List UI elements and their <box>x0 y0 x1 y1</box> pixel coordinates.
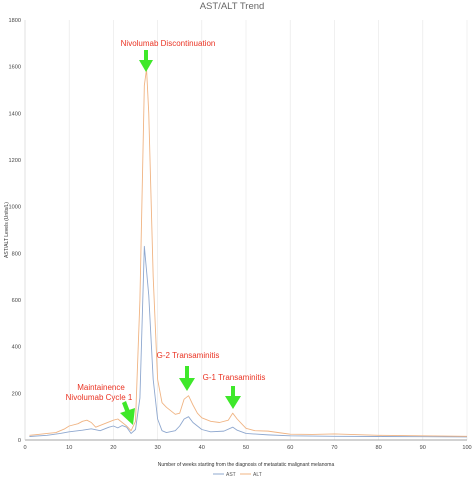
axes <box>24 20 467 441</box>
annotation-g2-transaminitis: G-2 Transaminitis <box>157 351 220 360</box>
annotation-maintainence: Maintainence <box>77 383 125 392</box>
x-tick-label: 30 <box>154 445 160 451</box>
y-tick-label: 1800 <box>9 18 21 24</box>
x-tick-label: 100 <box>462 445 471 451</box>
y-tick-label: 1000 <box>9 205 21 211</box>
x-tick-label: 40 <box>199 445 205 451</box>
arrow-g1-transaminitis <box>225 386 241 409</box>
series-line-alt <box>29 68 468 437</box>
series-group <box>29 68 468 438</box>
y-tick-label: 1600 <box>9 65 21 71</box>
legend: AST ALT <box>213 472 262 478</box>
y-tick-label: 600 <box>12 298 21 304</box>
y-tick-label: 400 <box>12 345 21 351</box>
arrow-maintainence-cycle-1 <box>120 401 135 425</box>
arrow-nivolumab-discontinuation <box>139 50 153 72</box>
y-tick-labels: 0 200 400 600 800 1000 1200 1400 1600 1800 <box>9 18 21 444</box>
y-tick-label: 1400 <box>9 111 21 117</box>
grid <box>68 20 468 440</box>
legend-alt-label: ALT <box>253 472 262 478</box>
x-tick-labels: 0 10 20 30 40 50 60 70 80 90 100 <box>23 445 471 451</box>
y-tick-label: 200 <box>12 391 21 397</box>
arrow-g2-transaminitis <box>179 366 195 391</box>
x-tick-label: 80 <box>375 445 381 451</box>
y-tick-label: 800 <box>12 251 21 257</box>
x-tick-label: 0 <box>23 445 26 451</box>
annotation-g1-transaminitis: G-1 Transaminitis <box>203 373 266 382</box>
y-tick-label: 1200 <box>9 158 21 164</box>
legend-ast-label: AST <box>226 472 236 478</box>
chart-title: AST/ALT Trend <box>200 1 265 12</box>
series-line-ast <box>29 245 468 438</box>
x-tick-label: 60 <box>287 445 293 451</box>
y-axis-label: AST/ALT Levels (Units/L) <box>4 202 10 258</box>
x-tick-label: 50 <box>243 445 249 451</box>
annotations: Nivolumab Discontinuation G-2 Transamini… <box>66 39 266 425</box>
x-tick-label: 10 <box>66 445 72 451</box>
x-axis-label: Number of weeks starting from the diagno… <box>158 462 335 468</box>
x-tick-label: 90 <box>420 445 426 451</box>
x-tick-label: 20 <box>110 445 116 451</box>
annotation-nivolumab-cycle-1: Nivolumab Cycle 1 <box>66 393 133 402</box>
y-tick-label: 0 <box>18 438 21 444</box>
annotation-nivolumab-discontinuation: Nivolumab Discontinuation <box>121 39 216 48</box>
x-tick-label: 70 <box>331 445 337 451</box>
plot-area: 0 10 20 30 40 50 60 70 80 90 100 0 200 400 600 800 1000… <box>9 18 472 451</box>
